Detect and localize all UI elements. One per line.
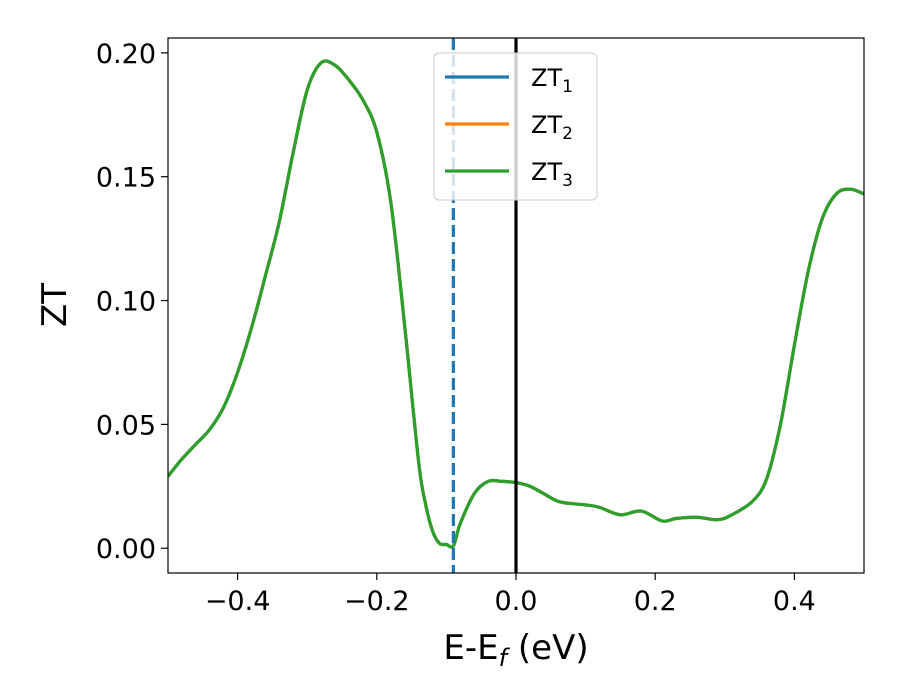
legend-label-1: ZT1 [531, 64, 573, 97]
x-axis-label: E-Ef (eV) [443, 628, 588, 672]
x-tick-label: 0.2 [634, 586, 677, 617]
y-tick-label: 0.05 [96, 410, 156, 441]
y-tick-label: 0.20 [96, 39, 156, 70]
x-tick-label: 0.0 [495, 586, 538, 617]
y-tick-label: 0.15 [96, 163, 156, 194]
y-tick-label: 0.00 [96, 534, 156, 565]
legend-label-2: ZT2 [531, 111, 573, 144]
x-tick-label: −0.2 [344, 586, 410, 617]
x-tick-label: 0.4 [773, 586, 816, 617]
x-tick-label: −0.4 [205, 586, 271, 617]
legend: ZT1 ZT2 ZT3 [433, 52, 598, 201]
series-line-3 [168, 59, 864, 549]
y-tick-label: 0.10 [96, 287, 156, 318]
x-axis-label-unit: (eV) [507, 628, 589, 668]
x-axis-label-main: E-E [443, 628, 498, 668]
legend-box [433, 52, 598, 201]
y-axis-label: ZT [35, 283, 75, 327]
axis-ticks: −0.4 −0.2 0.0 0.2 0.4 0.00 0.05 0.10 0.15 0.20 [96, 39, 816, 617]
legend-label-3: ZT3 [531, 158, 573, 191]
